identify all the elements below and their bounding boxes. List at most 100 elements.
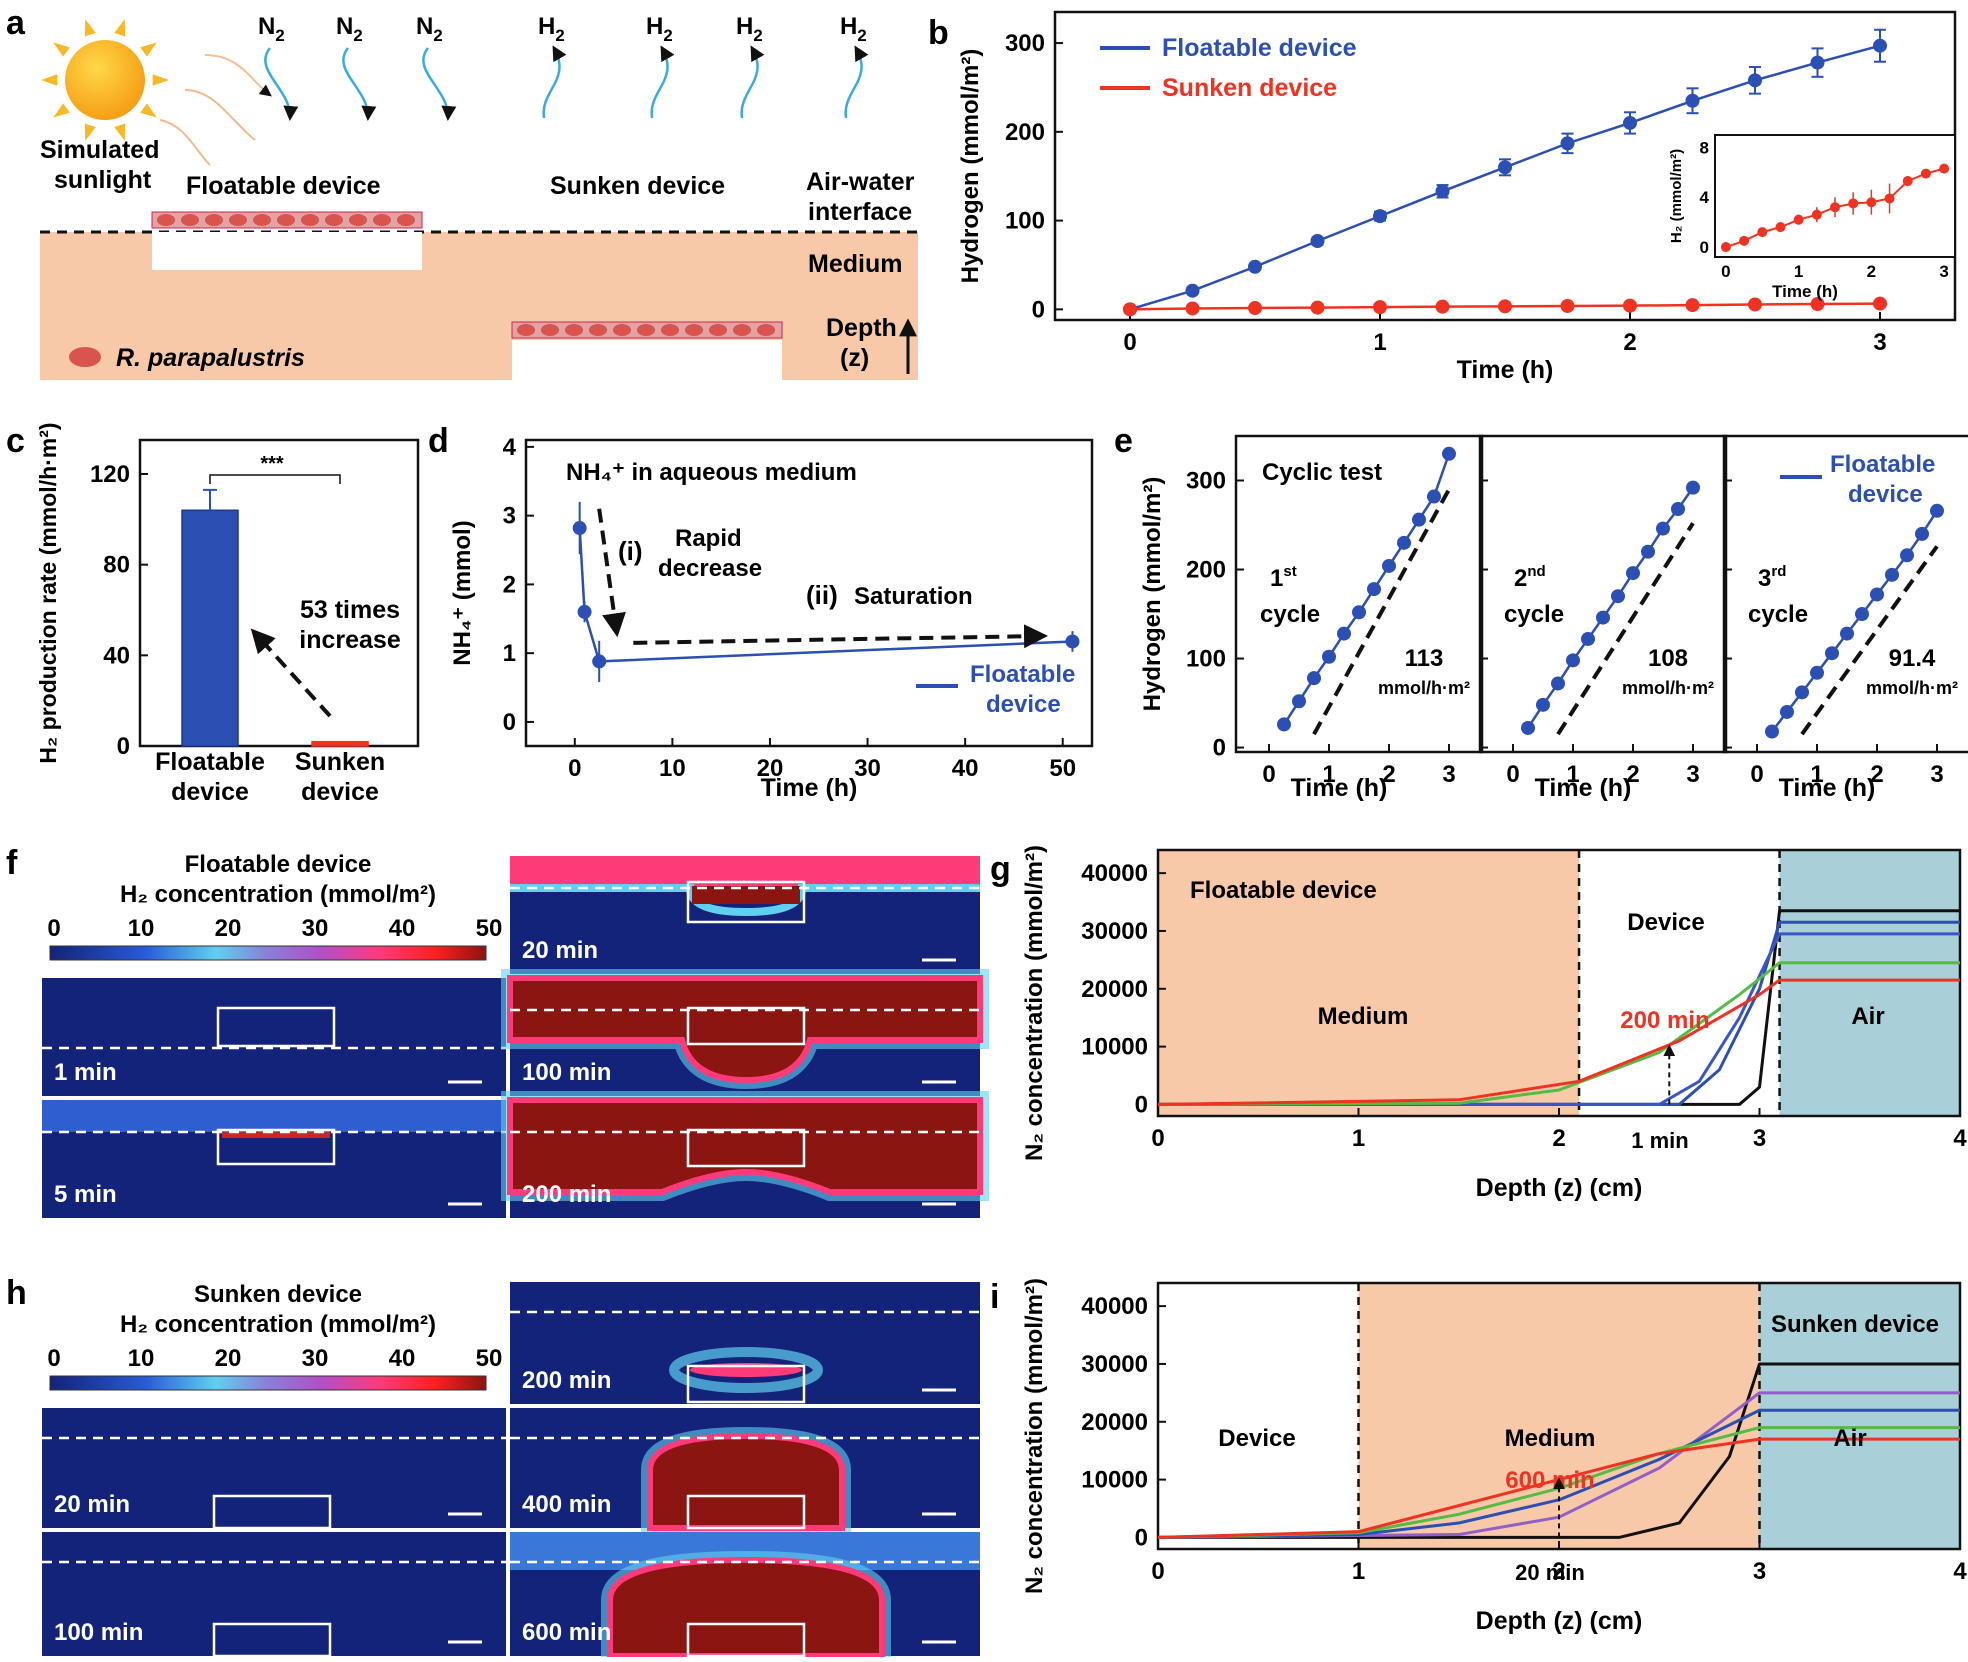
n2-arrow <box>422 47 457 121</box>
inset-x-tick-label: 3 <box>1939 262 1948 281</box>
data-point <box>1840 626 1854 641</box>
sim-frame: 200 min <box>501 1091 989 1218</box>
frame-label: 600 min <box>522 1619 611 1646</box>
y-tick-label: 300 <box>1186 468 1226 495</box>
data-point <box>1498 299 1512 314</box>
data-point <box>1885 567 1899 582</box>
inset-point <box>1811 209 1822 220</box>
x-axis-label: Time (h) <box>1457 356 1554 384</box>
series-line <box>1157 961 1960 1106</box>
data-point <box>1560 298 1575 313</box>
legend-label: device <box>986 691 1061 718</box>
significance-bracket <box>209 474 341 484</box>
data-point <box>1435 184 1450 199</box>
sim-frame: 20 min <box>42 1408 506 1530</box>
cell-icon <box>637 324 655 336</box>
sun-ray <box>114 19 126 37</box>
category-label: Sunken <box>295 748 385 776</box>
panel-letter: i <box>990 1278 999 1316</box>
sun-ray <box>84 19 96 37</box>
data-point <box>1498 160 1512 175</box>
data-point <box>1825 646 1839 661</box>
n2-label: N2 <box>416 13 443 45</box>
data-point <box>1277 717 1291 732</box>
sim-background <box>42 978 506 1096</box>
plot-frame <box>1234 434 1484 754</box>
panel-i-chart: i 0 1 2 3 4 0 10000 20000 30000 40000 Depth (z) (cm… <box>990 1278 1967 1635</box>
panel-c-chart: c 0 40 80 120 H₂ production rate (mmol/h·m²) F… <box>6 422 420 806</box>
rate-value: 91.4 <box>1889 645 1936 672</box>
inset-x-tick-label: 1 <box>1794 262 1803 281</box>
y-tick-label: 100 <box>1186 646 1226 673</box>
cycle-ordinal: 3rd <box>1758 563 1786 592</box>
organism-icon <box>69 347 101 367</box>
legend-label: Floatable <box>970 661 1075 688</box>
legend-label: Floatable <box>1830 451 1935 478</box>
data-point <box>1382 558 1396 573</box>
y-tick-label: 0 <box>1032 296 1045 323</box>
y-tick-label: 200 <box>1005 119 1045 146</box>
data-point <box>1310 300 1325 315</box>
h2-arrow <box>542 45 567 119</box>
data-point <box>1930 503 1944 518</box>
n2-label: N2 <box>336 13 363 45</box>
data-point <box>1900 548 1914 563</box>
time-label-min: 1 min <box>1631 1128 1688 1153</box>
y-tick-label: 0 <box>1135 1091 1148 1118</box>
x-tick-label: 2 <box>1552 1558 1565 1585</box>
concentration-field <box>647 1432 845 1531</box>
inset-y-tick-label: 8 <box>1700 138 1709 157</box>
data-point <box>572 521 587 536</box>
device-outline <box>212 1622 332 1658</box>
y-tick-label: 100 <box>1005 208 1045 235</box>
colorbar-tick: 20 <box>215 1345 242 1372</box>
region-device <box>1579 850 1780 1116</box>
frame-label: 20 min <box>522 937 598 964</box>
decrease-arrow <box>597 508 626 638</box>
cell-icon <box>709 324 727 336</box>
y-tick-label: 0 <box>503 709 516 736</box>
sim-frame: 20 min <box>510 856 980 974</box>
data-point <box>1307 671 1321 686</box>
floatable-device-body <box>152 232 422 270</box>
panel-letter-b: b <box>928 14 949 52</box>
rate-unit: mmol/h·m² <box>1378 678 1470 698</box>
y-tick-label: 30000 <box>1081 918 1148 945</box>
n2-arrow <box>264 47 299 121</box>
panel-letter-c: c <box>6 422 25 460</box>
inset-point <box>1793 214 1804 225</box>
data-point <box>577 604 592 619</box>
panel-f-simulation: f Floatable device H₂ concentration (mmol/… <box>6 844 989 1218</box>
h2-label: H2 <box>840 13 867 45</box>
x-tick-label: 40 <box>952 755 979 782</box>
plot-frame <box>1722 434 1968 754</box>
annotation-line1: 53 times <box>300 596 400 624</box>
time-label-max: 600 min <box>1505 1467 1594 1494</box>
series-line <box>1158 932 1960 1106</box>
h2-arrow <box>740 45 765 119</box>
inset-point <box>1939 163 1950 174</box>
data-point <box>1292 694 1306 709</box>
device-outline <box>686 1128 806 1168</box>
colorbar-tick: 30 <box>302 1345 329 1372</box>
x-axis-label: Depth (z) (cm) <box>1476 1607 1643 1635</box>
rate-value: 113 <box>1405 645 1444 672</box>
x-tick-label: 0 <box>1506 761 1519 788</box>
cell-icon <box>733 324 751 336</box>
rate-unit: mmol/h·m² <box>1866 678 1958 698</box>
data-point <box>1581 631 1595 646</box>
h2-label: H2 <box>538 13 565 45</box>
frame-label: 100 min <box>522 1059 611 1086</box>
y-tick-label: 10000 <box>1081 1034 1148 1061</box>
inset-point <box>1848 198 1859 209</box>
data-point <box>1686 480 1700 495</box>
sim-frame: 5 min <box>42 1100 506 1218</box>
colorbar <box>49 945 487 961</box>
frame-label: 400 min <box>522 1491 611 1518</box>
y-tick-label: 80 <box>103 552 130 579</box>
category-label: device <box>171 778 249 806</box>
colorbar <box>49 1375 487 1391</box>
interface-label-line1: Air-water <box>806 168 915 196</box>
